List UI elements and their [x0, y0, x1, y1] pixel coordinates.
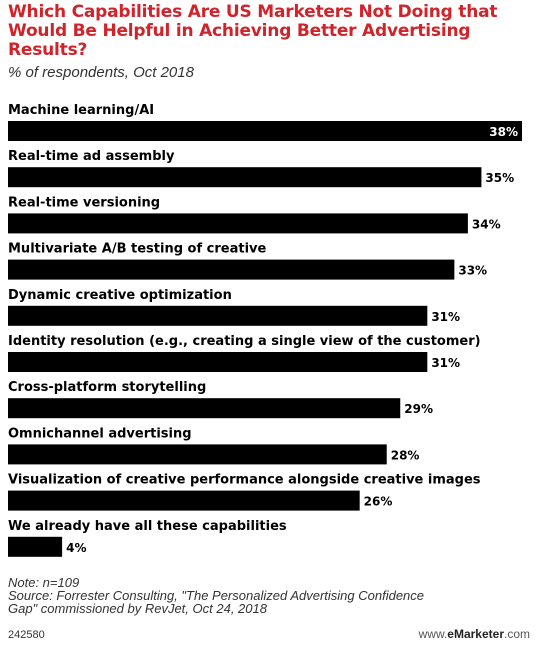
bar — [8, 536, 63, 557]
value-label: 34% — [472, 217, 501, 231]
bar — [8, 167, 482, 188]
value-label: 26% — [364, 495, 393, 509]
category-label: Dynamic creative optimization — [8, 288, 232, 303]
footnote-source-line1: Source: Forrester Consulting, "The Perso… — [8, 588, 425, 603]
category-label: We already have all these capabilities — [8, 519, 287, 534]
category-label: Real-time versioning — [8, 195, 160, 210]
brand-suffix: .com — [503, 627, 530, 641]
bar — [8, 305, 428, 326]
chart-subtitle: % of respondents, Oct 2018 — [8, 64, 194, 81]
bar-chart: Machine learning/AI 38% Real-time ad assem… — [8, 103, 522, 557]
bar — [8, 490, 360, 511]
category-label: Multivariate A/B testing of creative — [8, 242, 266, 257]
footnote: Note: n=109 Source: Forrester Consulting… — [8, 576, 530, 615]
brand-name: eMarketer — [447, 627, 504, 641]
value-label: 29% — [404, 402, 433, 416]
brand-link[interactable]: www.eMarketer.com — [419, 627, 530, 641]
bar — [8, 352, 428, 372]
value-label: 38% — [489, 125, 518, 139]
value-label: 33% — [458, 264, 487, 278]
bar — [8, 213, 468, 234]
footnote-source-line2: Gap" commissioned by RevJet, Oct 24, 201… — [8, 601, 267, 616]
bar — [8, 121, 522, 141]
category-label: Real-time ad assembly — [8, 149, 175, 164]
value-label: 28% — [391, 448, 420, 462]
category-label: Cross-platform storytelling — [8, 380, 206, 395]
category-label: Visualization of creative performance al… — [8, 473, 481, 488]
value-label: 35% — [485, 171, 514, 185]
chart-title: Which Capabilities Are US Marketers Not … — [8, 2, 498, 60]
value-label: 31% — [431, 356, 460, 370]
value-label: 4% — [66, 541, 86, 555]
bar — [8, 398, 401, 419]
bar — [8, 259, 455, 280]
bar — [8, 444, 387, 465]
category-label: Machine learning/AI — [8, 103, 154, 118]
chart-id: 242580 — [8, 629, 45, 641]
value-label: 31% — [431, 310, 460, 324]
category-label: Omnichannel advertising — [8, 426, 192, 441]
category-label: Identity resolution (e.g., creating a si… — [8, 334, 481, 349]
footnote-note: Note: n=109 — [8, 575, 80, 590]
brand-prefix: www. — [418, 627, 448, 641]
